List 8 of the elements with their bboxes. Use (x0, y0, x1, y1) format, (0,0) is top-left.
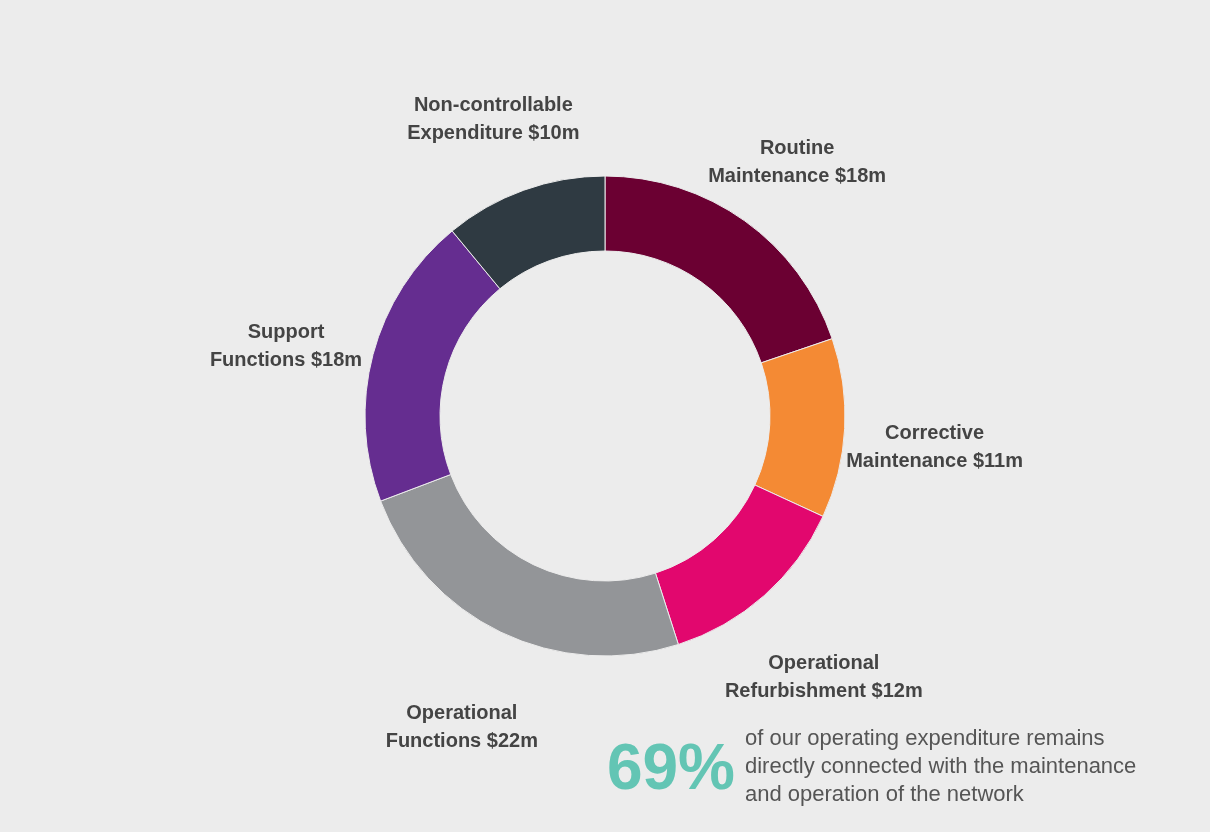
slice-label: Corrective Maintenance $11m (846, 421, 1023, 472)
text: 69% (606, 731, 735, 803)
slice-label: Operational Functions $22m (385, 701, 538, 752)
slice-label: Operational Refurbishment $12m (724, 651, 923, 702)
slice-label: Routine Maintenance $18m (708, 135, 887, 186)
slice-label: Support Functions $18m (209, 319, 363, 370)
slice-label: Non-controllable Expenditure $10m (407, 93, 580, 144)
text: of our operating expenditure remains directly connected with the maintenance and operation of the network (745, 725, 1137, 806)
